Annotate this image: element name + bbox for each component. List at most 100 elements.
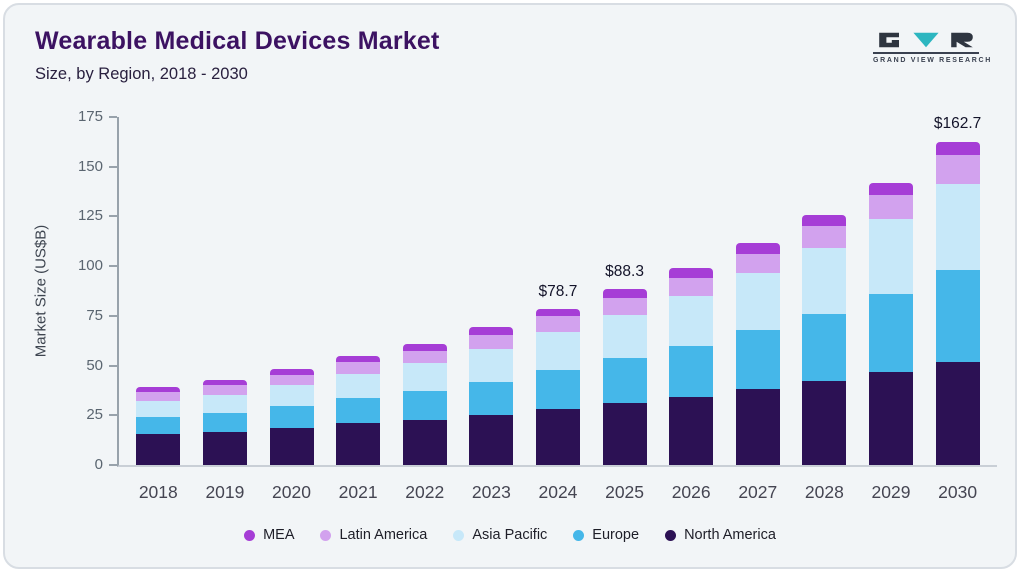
legend-swatch	[320, 529, 332, 541]
bar-column: 2020	[258, 117, 325, 502]
y-tick-label: 50	[86, 356, 103, 374]
x-tick-label: 2021	[338, 482, 378, 502]
bar-segment-latin-america	[535, 316, 580, 332]
bar-segment-europe	[202, 413, 247, 433]
bar-segment-asia-pacific	[336, 373, 381, 399]
bar-stack	[136, 387, 181, 465]
bar-segment-north-america	[535, 409, 580, 465]
y-tick-mark	[109, 364, 117, 367]
bar-column: 2029	[858, 117, 925, 502]
chart-subtitle: Size, by Region, 2018 - 2030	[35, 65, 248, 83]
bar-segment-north-america	[669, 397, 714, 465]
bar-segment-latin-america	[735, 254, 780, 274]
legend-swatch	[573, 529, 585, 541]
bar-stack	[469, 326, 514, 465]
x-tick-label: 2020	[272, 482, 311, 502]
bar-segment-asia-pacific	[535, 331, 580, 370]
bar-segment-europe	[535, 369, 580, 410]
bar-total-label: $78.7	[538, 282, 578, 300]
bar-segment-mea	[535, 308, 580, 317]
legend-item: North America	[665, 527, 776, 543]
bar-stack	[269, 368, 314, 465]
bar-segment-asia-pacific	[802, 248, 847, 314]
legend-label: Asia Pacific	[472, 527, 548, 543]
bar-segment-latin-america	[402, 350, 447, 363]
bar-segment-mea	[402, 343, 447, 351]
bar-segment-europe	[469, 381, 514, 416]
bar-column: 2027	[724, 117, 791, 502]
bar-total-label: $88.3	[605, 263, 644, 281]
bar-segment-latin-america	[602, 298, 647, 315]
bar-segment-latin-america	[336, 361, 381, 374]
bar-stack	[202, 379, 247, 465]
bar-segment-asia-pacific	[136, 401, 181, 418]
bar-segment-asia-pacific	[469, 348, 514, 382]
bar-segment-north-america	[735, 389, 780, 465]
bar-segment-mea	[735, 243, 780, 255]
bar-segment-north-america	[202, 432, 247, 465]
bar-stack	[735, 243, 780, 465]
bar-segment-north-america	[935, 361, 980, 465]
legend-swatch	[453, 529, 465, 541]
x-tick-label: 2030	[938, 482, 978, 502]
bar-segment-asia-pacific	[669, 296, 714, 346]
grand-view-research-logo: GRAND VIEW RESEARCH	[873, 31, 990, 64]
x-tick-label: 2028	[804, 482, 844, 502]
bar-segment-mea	[602, 289, 647, 299]
bar-segment-mea	[935, 141, 980, 156]
bar-segment-asia-pacific	[202, 395, 247, 414]
legend-item: Latin America	[320, 527, 427, 543]
y-tick-mark	[109, 464, 117, 466]
bar-segment-latin-america	[469, 334, 514, 349]
bar-stack	[669, 268, 714, 465]
logo-mark-icon	[879, 32, 973, 48]
y-tick-mark	[109, 116, 117, 118]
bar-segment-latin-america	[802, 226, 847, 249]
bar-segment-europe	[669, 345, 714, 398]
bar-column: 2018	[125, 117, 192, 502]
bar-segment-latin-america	[136, 392, 181, 402]
bar-stack	[336, 355, 381, 465]
x-tick-label: 2019	[205, 482, 245, 502]
bar-segment-north-america	[469, 415, 514, 465]
bar-column: 2024 $78.7	[525, 117, 592, 502]
y-tick-label: 100	[77, 257, 103, 275]
stacked-bar-chart-plot: 0 25 50 75 100 125 150 175 2018 2019 2020 2021 2022 2…	[78, 108, 997, 502]
y-tick-label: 25	[86, 406, 103, 424]
x-tick-label: 2023	[471, 482, 511, 502]
legend-item: MEA	[244, 527, 294, 543]
bar-segment-north-america	[402, 420, 447, 465]
bar-segment-north-america	[802, 381, 847, 465]
legend-swatch	[244, 529, 256, 541]
bar-column: 2019	[192, 117, 259, 502]
bar-segment-latin-america	[869, 194, 913, 220]
bar-segment-mea	[136, 387, 181, 393]
bar-column: 2026	[658, 117, 725, 502]
y-tick-mark	[109, 265, 117, 268]
bar-segment-north-america	[336, 423, 381, 465]
bar-segment-latin-america	[202, 385, 247, 396]
bar-segment-europe	[869, 294, 913, 372]
chart-card: Wearable Medical Devices Market Size, by…	[3, 3, 1017, 569]
x-tick-label: 2025	[605, 482, 645, 502]
bar-stack	[602, 289, 647, 465]
page-title: Wearable Medical Devices Market	[35, 27, 440, 55]
bar-segment-mea	[869, 182, 913, 195]
bar-column: 2025 $88.3	[591, 117, 658, 502]
bar-total-label: $162.7	[933, 115, 982, 133]
bar-segment-mea	[269, 368, 314, 375]
header-titles: Wearable Medical Devices Market Size, by…	[35, 27, 440, 84]
x-tick-label: 2018	[138, 482, 178, 502]
header: Wearable Medical Devices Market Size, by…	[5, 5, 1015, 84]
bar-segment-latin-america	[269, 374, 314, 386]
bar-segment-europe	[735, 329, 780, 390]
x-tick-label: 2027	[738, 482, 778, 502]
x-tick-label: 2022	[405, 482, 445, 502]
bar-column: 2022	[391, 117, 458, 502]
bar-segment-europe	[136, 417, 181, 435]
y-tick-mark	[109, 165, 117, 168]
bar-segment-europe	[269, 406, 314, 429]
bar-column: 2030 $162.7	[924, 115, 991, 502]
legend-item: Asia Pacific	[453, 527, 547, 543]
bar-segment-mea	[336, 355, 381, 362]
